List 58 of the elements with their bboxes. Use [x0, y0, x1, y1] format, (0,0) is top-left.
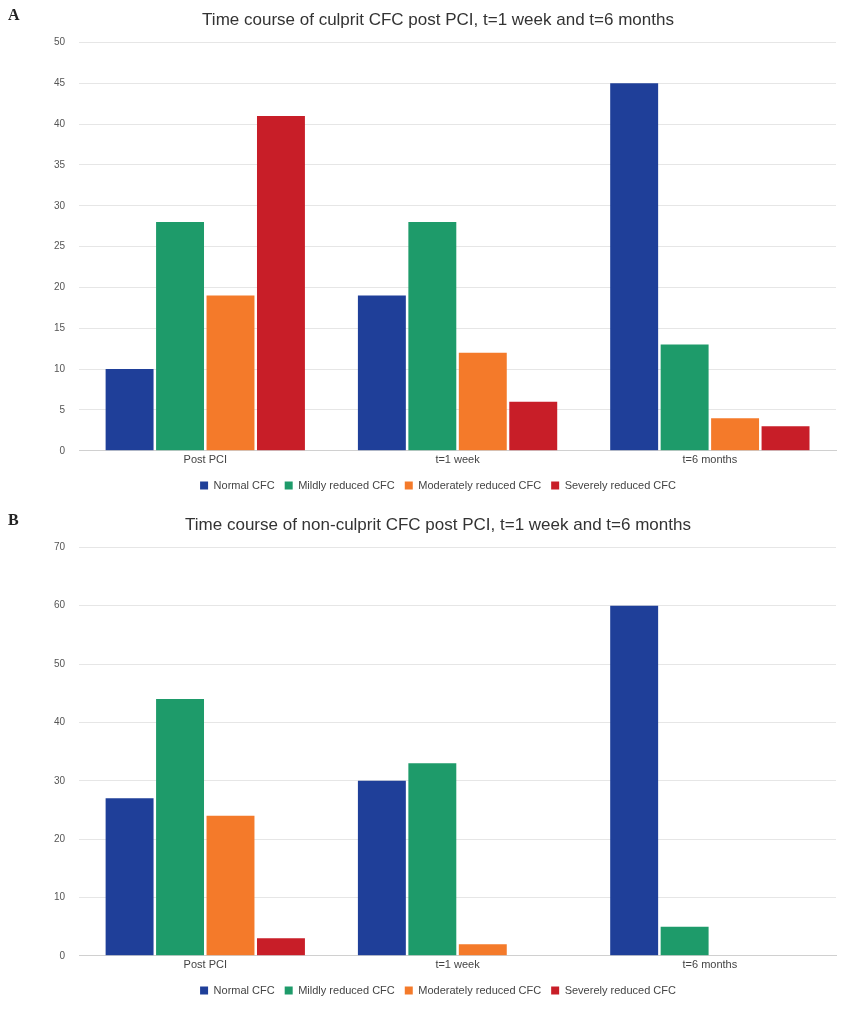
- y-tick-label: 40: [54, 117, 66, 129]
- bar: [660, 926, 709, 956]
- legend-label: Severely reduced CFC: [564, 983, 676, 996]
- y-tick-label: 15: [54, 322, 66, 334]
- y-tick-label: 20: [54, 832, 66, 844]
- legend-label: Mildly reduced CFC: [298, 478, 395, 491]
- y-tick-label: 60: [54, 599, 66, 611]
- bar: [357, 780, 406, 956]
- bar: [610, 605, 659, 956]
- x-tick-label: Post PCI: [183, 453, 227, 466]
- bar: [458, 944, 507, 956]
- bar: [509, 401, 558, 451]
- x-tick-label: t=6 months: [682, 453, 738, 466]
- bar: [408, 763, 457, 956]
- legend-label: Moderately reduced CFC: [418, 983, 542, 996]
- y-tick-label: 5: [59, 403, 66, 415]
- bar: [156, 699, 205, 956]
- x-tick-label: t=6 months: [682, 958, 738, 971]
- bar: [105, 798, 154, 956]
- bar: [206, 815, 255, 956]
- x-tick-label: t=1 week: [435, 453, 481, 466]
- bar: [256, 115, 305, 451]
- chart-title: Time course of non-culprit CFC post PCI, t=1 week and t=6 months: [185, 514, 691, 534]
- bar: [711, 418, 760, 451]
- text: B: [8, 511, 19, 529]
- bar: [206, 295, 255, 451]
- chart-title: Time course of culprit CFC post PCI, t=1 week and t=6 months: [202, 9, 674, 29]
- y-tick-label: 70: [54, 541, 66, 553]
- y-tick-label: 10: [54, 362, 66, 374]
- y-tick-label: 30: [54, 774, 66, 786]
- y-tick-label: 0: [59, 444, 66, 456]
- y-tick-label: 0: [59, 949, 66, 961]
- legend-label: Normal CFC: [213, 983, 275, 996]
- bar: [761, 426, 810, 451]
- bar: [408, 222, 457, 451]
- legend-label: Mildly reduced CFC: [298, 983, 395, 996]
- y-tick-label: 50: [54, 36, 66, 48]
- bar: [256, 938, 305, 956]
- y-tick-label: 30: [54, 199, 66, 211]
- bar: [660, 344, 709, 451]
- x-tick-label: Post PCI: [183, 958, 227, 971]
- y-tick-label: 50: [54, 657, 66, 669]
- bar: [610, 83, 659, 451]
- legend-label: Normal CFC: [213, 478, 275, 491]
- legend-label: Severely reduced CFC: [564, 478, 676, 491]
- bar: [156, 222, 205, 451]
- bar: [357, 295, 406, 451]
- legend-label: Moderately reduced CFC: [418, 478, 542, 491]
- y-tick-label: 20: [54, 281, 66, 293]
- text: A: [8, 6, 20, 24]
- bar: [105, 369, 154, 451]
- y-tick-label: 45: [54, 76, 66, 88]
- y-tick-label: 35: [54, 158, 66, 170]
- x-tick-label: t=1 week: [435, 958, 481, 971]
- y-tick-label: 25: [54, 240, 66, 252]
- y-tick-label: 10: [54, 891, 66, 903]
- y-tick-label: 40: [54, 716, 66, 728]
- bar: [458, 352, 507, 451]
